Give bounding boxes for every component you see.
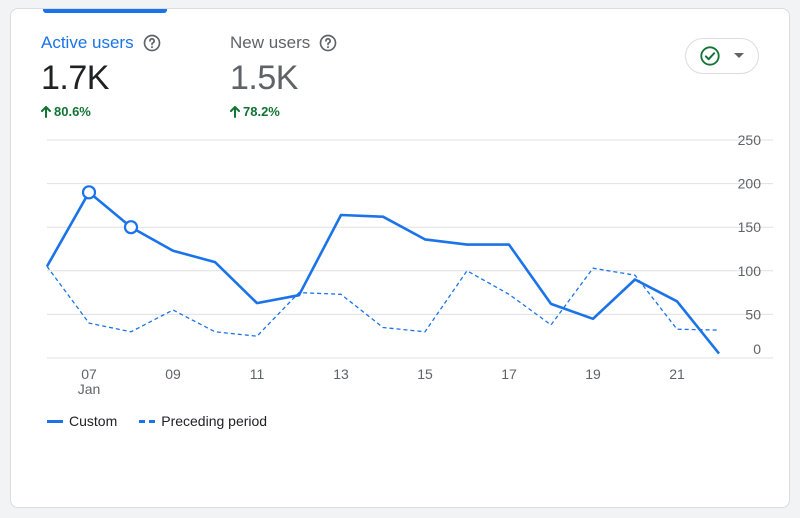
y-tick-label: 100 [738,263,762,279]
metric-change: 80.6% [41,104,162,119]
series-line-custom [45,191,721,355]
metric-active-users[interactable]: Active users 1.7K 80.6% [41,33,162,119]
legend-item-custom[interactable]: Custom [47,413,117,429]
x-tick-label: 09 [165,366,181,382]
metric-value: 1.5K [230,59,298,97]
legend-item-preceding[interactable]: Preceding period [139,413,267,429]
caret-down-icon [734,53,744,58]
y-tick-label: 150 [738,219,762,235]
arrow-up-icon [230,105,240,118]
chart-legend: Custom Preceding period [47,413,289,429]
active-users-card: Active users 1.7K 80.6% New users 1.5K [10,8,790,508]
compare-dropdown-button[interactable] [685,38,759,74]
x-tick-label: 13 [333,366,349,382]
legend-label: Custom [69,413,118,429]
x-tick-sublabel: Jan [78,381,101,397]
data-point-marker [81,185,97,200]
data-point-marker [123,220,139,235]
x-tick-label: 15 [417,366,433,382]
legend-dashed-swatch [139,419,156,423]
metric-label: Active users [41,33,134,52]
y-tick-label: 50 [745,306,761,322]
selected-tab-indicator [43,9,167,13]
legend-label: Preceding period [161,413,268,429]
metric-label: New users [230,33,311,52]
y-tick-label: 200 [738,176,762,192]
y-tick-label: 250 [738,132,762,148]
check-circle-icon [700,46,720,66]
arrow-up-icon [41,105,51,118]
legend-solid-swatch [47,419,63,423]
metric-new-users[interactable]: New users 1.5K 78.2% [230,33,338,119]
metric-change: 78.2% [230,104,338,119]
x-tick-label: 07 [81,366,97,382]
series-line-preceding-period [46,266,720,337]
x-tick-label: 21 [669,366,685,382]
x-tick-label: 11 [250,366,265,382]
metric-change-value: 80.6% [54,104,91,119]
help-icon[interactable] [142,33,162,53]
metric-change-value: 78.2% [243,104,280,119]
y-tick-label: 0 [753,341,761,357]
x-tick-label: 19 [585,366,601,382]
x-tick-label: 17 [501,366,517,382]
metric-value: 1.7K [41,59,109,97]
help-icon[interactable] [318,33,338,53]
